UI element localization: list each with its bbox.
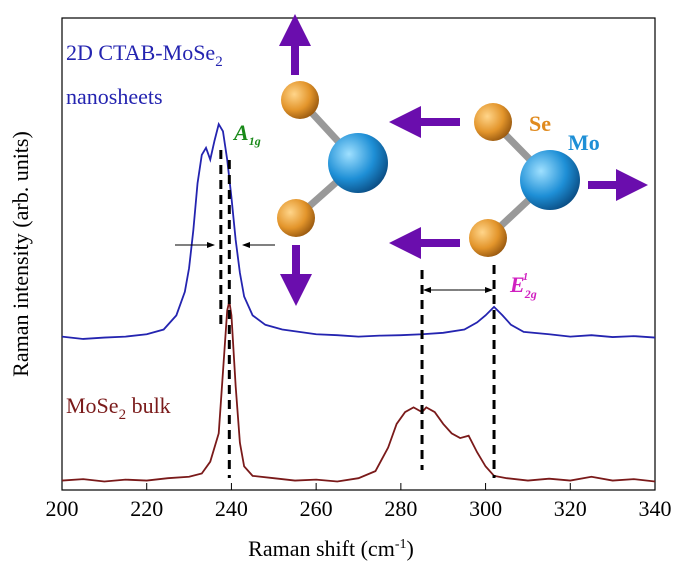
x-tick-label: 320	[554, 496, 587, 521]
nano-label: nanosheets	[66, 84, 163, 109]
ticks: 200 220 240 260 280 300 320 340	[46, 483, 672, 521]
x-tick-label: 220	[130, 496, 163, 521]
mo-label: Mo	[568, 130, 600, 155]
x-axis-label: Raman shift (cm-1)	[248, 536, 414, 561]
bulk-label: MoSe2 bulk	[66, 393, 171, 423]
x-tick-label: 260	[300, 496, 333, 521]
x-tick-label: 280	[384, 496, 417, 521]
x-tick-label: 340	[639, 496, 672, 521]
x-tick-label: 240	[215, 496, 248, 521]
peak-markers	[221, 150, 494, 478]
se-label: Se	[529, 111, 551, 136]
x-tick-label: 300	[469, 496, 502, 521]
x-tick-label: 200	[46, 496, 79, 521]
y-axis-label: Raman intensity (arb. units)	[8, 131, 33, 377]
a1g-label: A1g	[232, 120, 261, 148]
molecule-diagram	[277, 30, 632, 290]
chart: 200 220 240 260 280 300 320 340 Se Mo 2D CTAB-M…	[0, 0, 673, 565]
series-line	[62, 301, 655, 481]
e2g-label: E2g1	[509, 271, 537, 301]
nano-label: 2D CTAB-MoSe2	[66, 40, 223, 70]
